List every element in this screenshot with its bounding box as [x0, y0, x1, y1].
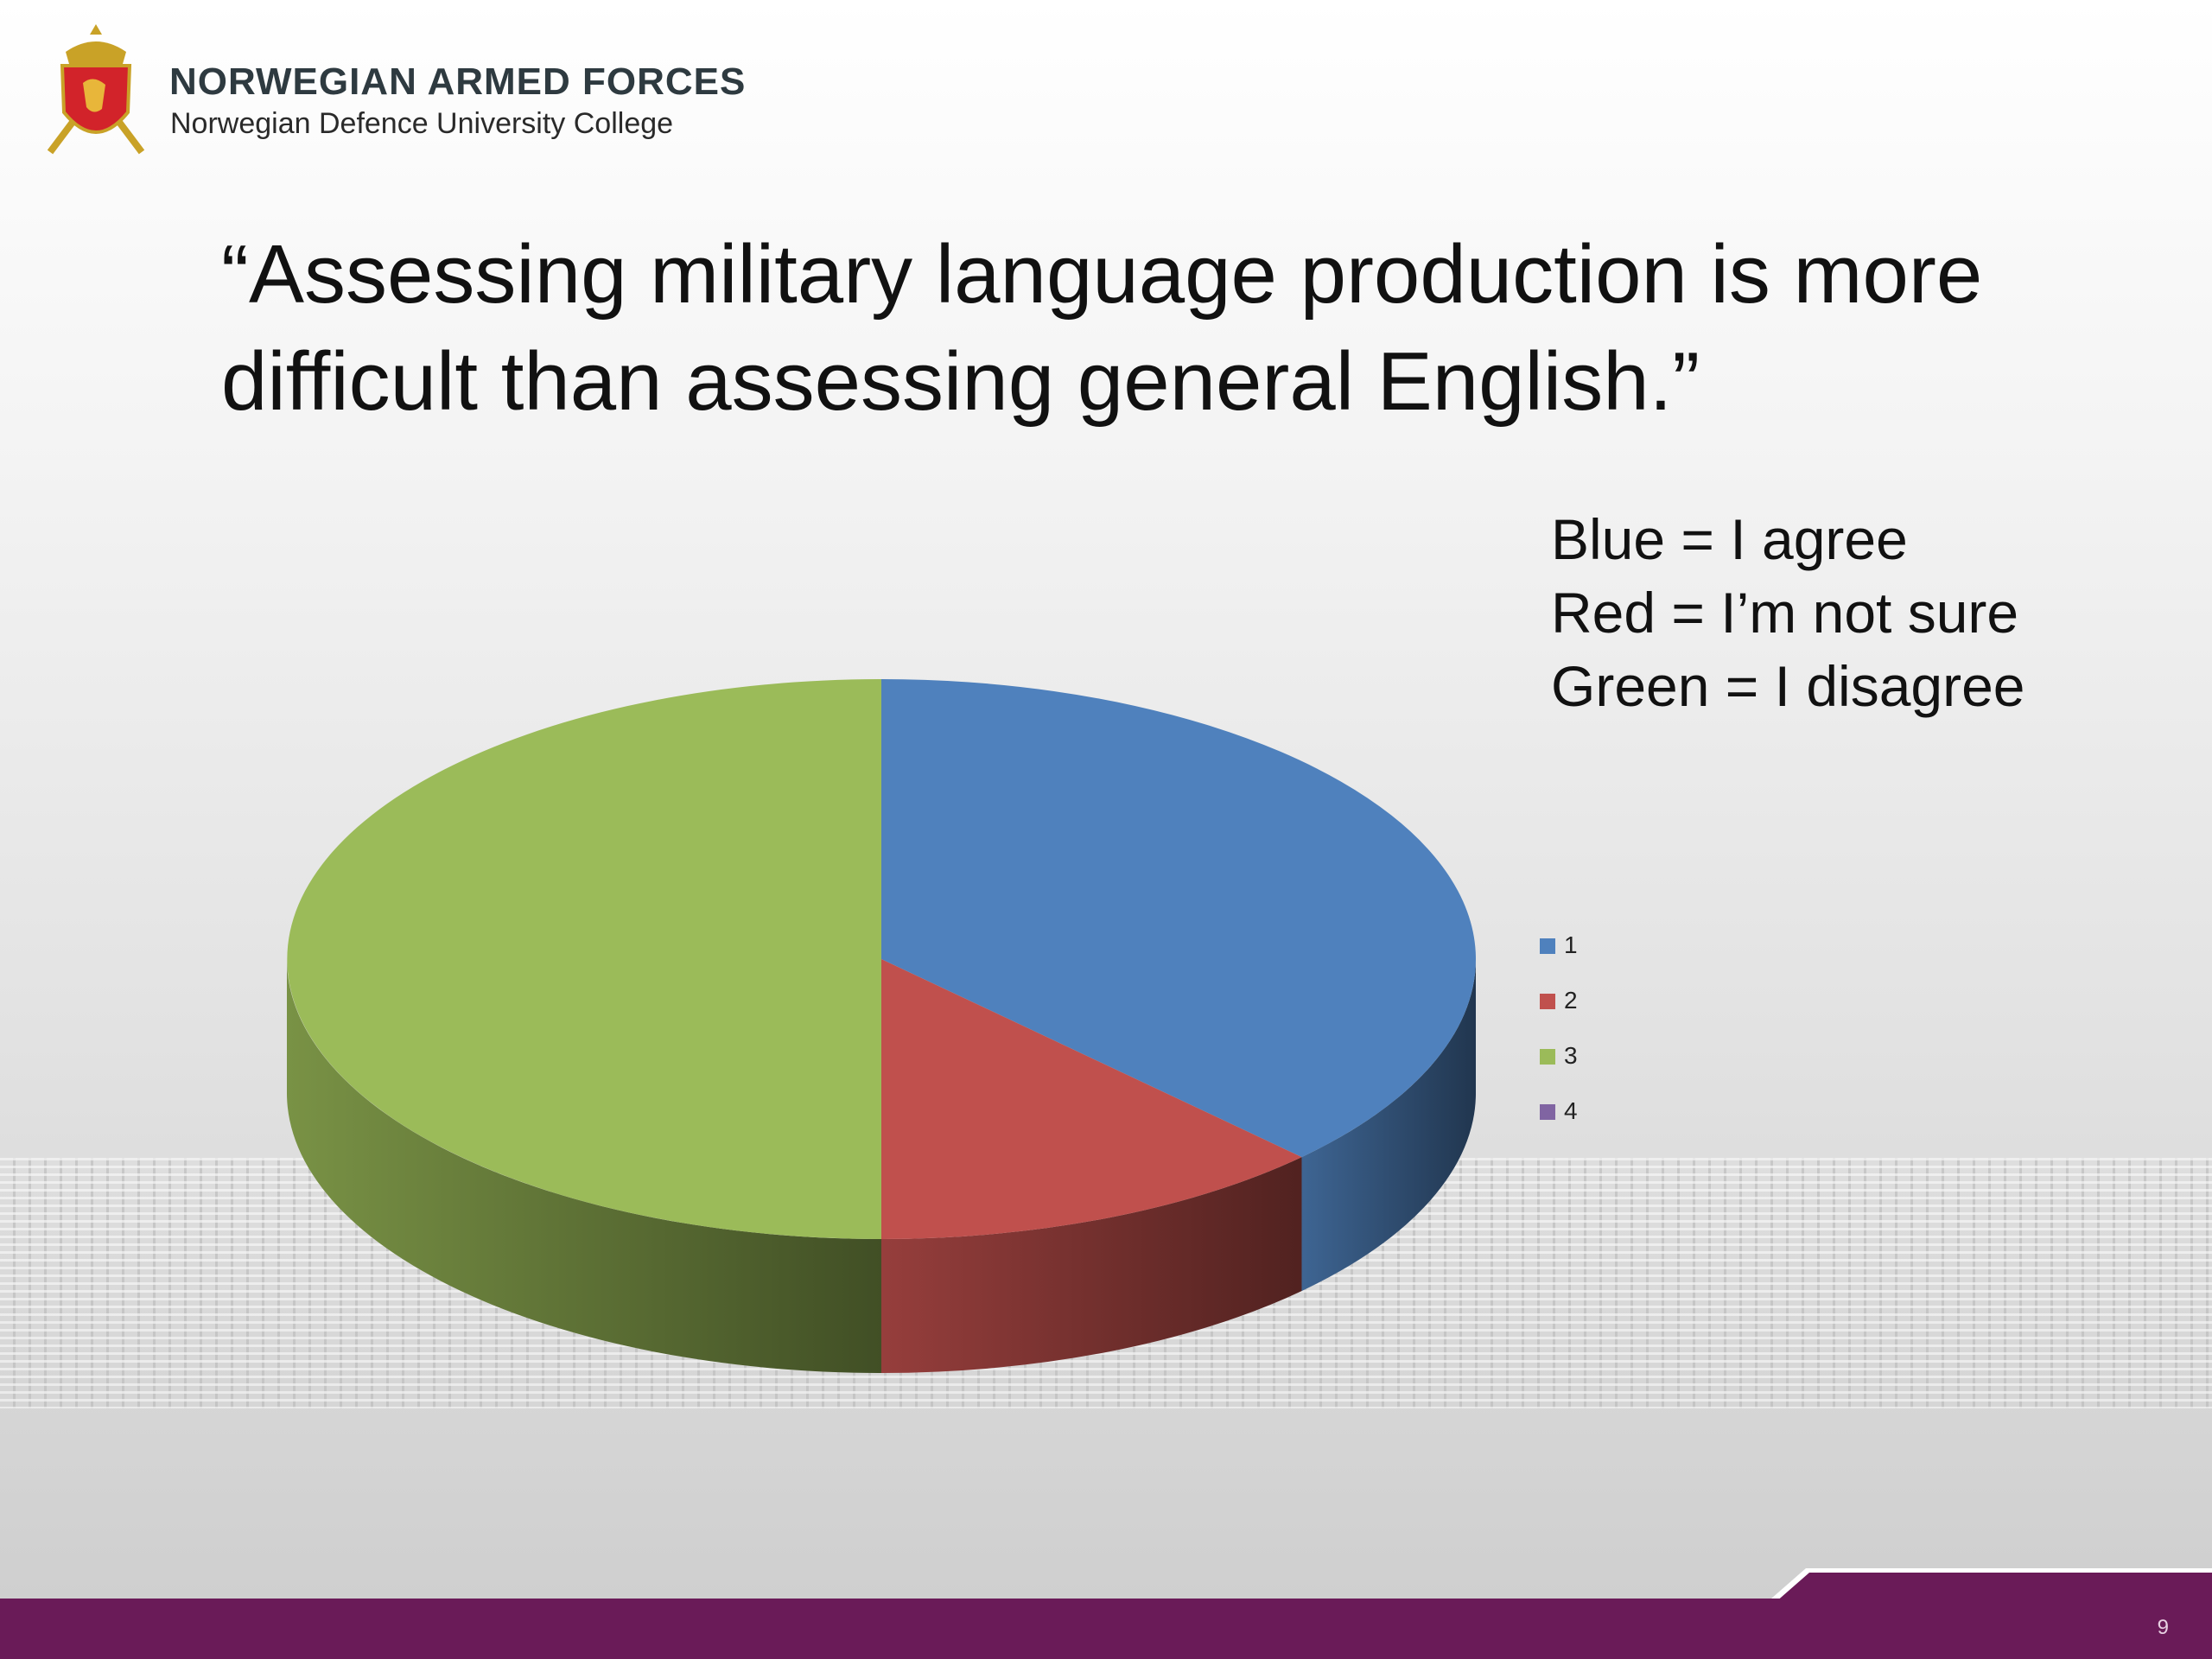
pie-slice-3 [287, 679, 881, 1239]
pie-slice-1 [881, 679, 1476, 1158]
pie-slice-side-3 [287, 959, 881, 1373]
org-name: NORWEGIAN ARMED FORCES [169, 60, 747, 103]
footer-band [0, 1599, 2212, 1659]
legend-swatch [1540, 1049, 1555, 1065]
org-subtitle: Norwegian Defence University College [170, 107, 674, 140]
legend-swatch [1540, 1104, 1555, 1120]
color-key-line: Blue = I agree [1551, 507, 1908, 571]
slide-title: “Assessing military language production … [221, 228, 1983, 428]
pie-slice-2 [881, 959, 1302, 1239]
color-key-line: Green = I disagree [1551, 654, 2025, 718]
page-number: 9 [2157, 1616, 2169, 1639]
legend-label: 3 [1564, 1042, 1578, 1069]
legend-label: 1 [1564, 931, 1578, 958]
legend-swatch [1540, 994, 1555, 1009]
pie-slice-side-1 [1301, 959, 1476, 1292]
color-key-note: Blue = I agree Red = I’m not sure Green … [1551, 503, 2025, 723]
legend-swatch [1540, 938, 1555, 954]
legend-label: 4 [1564, 1097, 1578, 1124]
pie-slice-side-2 [881, 1157, 1302, 1373]
color-key-line: Red = I’m not sure [1551, 581, 2019, 645]
legend-label: 2 [1564, 987, 1578, 1014]
armed-forces-crest-logo [47, 24, 145, 155]
